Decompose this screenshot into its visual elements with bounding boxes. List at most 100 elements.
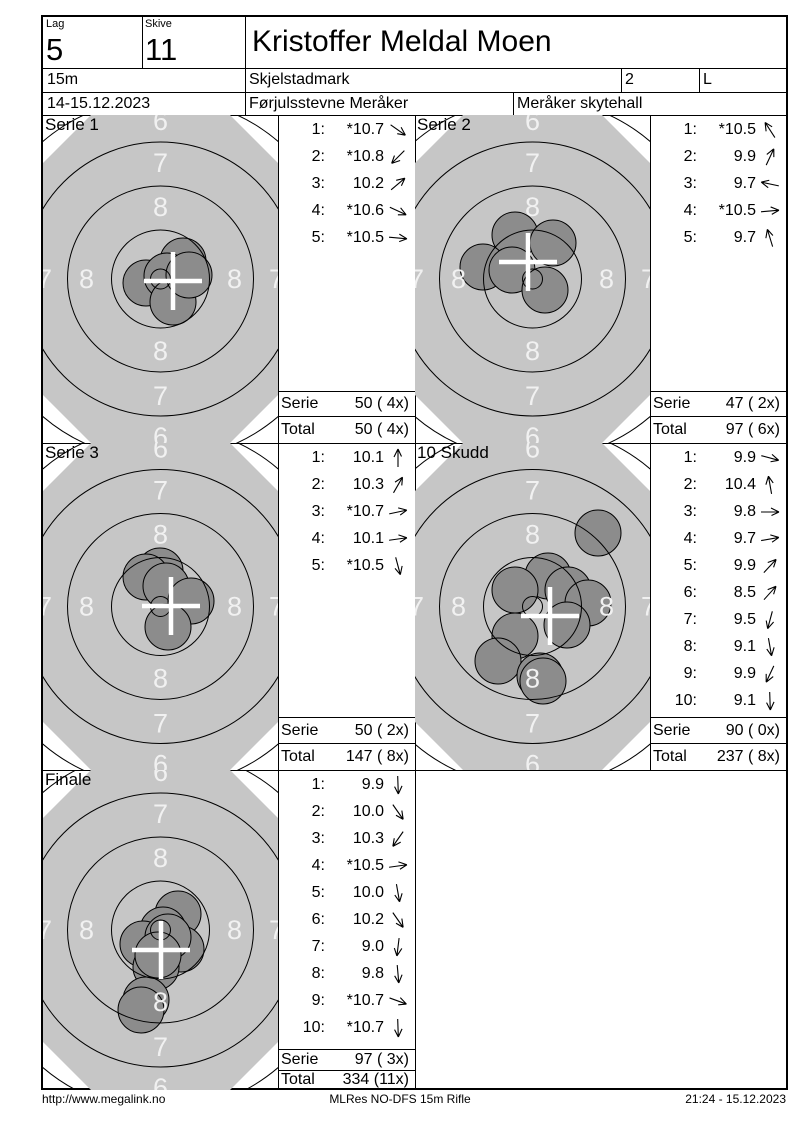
ring-number: 7 [525,148,540,178]
ring-number: 8 [153,192,168,222]
shot-number: 4: [311,857,325,874]
arrow-icon [390,177,406,191]
arrow-icon [392,912,404,928]
shot-value: 9.7 [733,175,756,192]
shot-number: 2: [311,148,325,165]
lag-value: 5 [46,32,64,67]
arrow-icon [393,448,402,467]
arrow-shape [394,1018,403,1038]
shot-value: 10.2 [352,175,384,192]
shot-row: 5: 10.0 [278,879,415,906]
shot-direction-arrow-icon [385,961,411,987]
target-ring [43,792,278,1068]
arrow-icon [392,831,404,847]
summary-divider-line [650,391,786,392]
shot-row: 1: 9.9 [278,771,415,798]
total-label: Total [653,748,687,765]
target-ring [415,141,650,417]
arrow-icon [389,507,408,516]
shot-row: 1: *10.5 [650,116,786,143]
venue-cell: Meråker skytehall [517,95,643,112]
arrow-shape [392,912,404,928]
serie-label: Serie [653,722,691,739]
summary-divider-line [278,717,415,718]
ring-number: 6 [153,750,168,771]
serie-score: 90 ( 0x) [725,722,780,739]
shot-number: 10: [302,1019,325,1036]
arrow-shape [390,124,406,136]
shot-value: *10.7 [346,121,384,138]
serie-total-row: Total 334 (11x) [278,1071,415,1088]
ring-number: 7 [153,1032,168,1062]
arrow-shape [389,507,408,516]
arrow-shape [765,229,774,247]
arrow-shape [392,804,404,820]
arrow-shape [760,179,779,189]
shot-number: 1: [683,449,697,466]
serie-total-row: Total 97 ( 6x) [650,417,786,443]
grid-line [43,92,786,93]
shot-number: 7: [683,611,697,628]
shot-value: 9.1 [733,692,756,709]
arrow-icon [765,475,774,494]
shot-value: 9.0 [361,938,384,955]
serie-total-row: Serie 90 ( 0x) [650,718,786,743]
shot-number: 1: [311,121,325,138]
summary-divider-line [278,1049,415,1050]
shot-row: 3: 9.7 [650,170,786,197]
shot-value: *10.6 [346,202,384,219]
shot-number: 3: [311,175,325,192]
shot-value: 10.2 [352,911,384,928]
shot-value: 10.1 [352,449,384,466]
shot-row: 3: *10.7 [278,498,415,525]
serie-label: Serie [281,395,319,412]
ring-number: 6 [525,443,540,464]
shot-number: 1: [683,121,697,138]
grid-line [513,92,514,115]
summary-divider-line [278,1070,415,1071]
shot-direction-arrow-icon [385,526,411,552]
ring-number: 8 [525,336,540,366]
shot-row: 6: 8.5 [650,579,786,606]
summary-divider-line [278,416,415,417]
total-label: Total [281,1071,315,1088]
shot-hole [491,566,539,614]
shot-row: 1: 9.9 [650,444,786,471]
arrow-icon [389,206,407,216]
summary-divider-line [278,743,415,744]
panel-title-finale: Finale [45,770,92,789]
skive-value: 11 [145,32,178,67]
shot-direction-arrow-icon [385,988,411,1014]
shot-number: 2: [311,803,325,820]
shot-direction-arrow-icon [385,772,411,798]
serie-label: Serie [281,722,319,739]
shot-number: 9: [683,665,697,682]
ring-number: 8 [525,664,540,694]
arrow-shape [391,150,405,164]
shot-number: 5: [683,557,697,574]
shot-value: *10.5 [718,202,756,219]
shot-value: 9.1 [733,638,756,655]
panel-title-serie-2: Serie 2 [417,115,471,134]
arrow-shape [389,534,408,543]
ring-number: 8 [79,592,94,622]
shot-row: 7: 9.5 [650,606,786,633]
serie-score: 50 ( 4x) [354,395,409,412]
skive-label: Skive [145,18,172,30]
shot-row: 9: *10.7 [278,987,415,1014]
arrow-shape [761,453,780,463]
arrow-icon [388,233,408,243]
summary-divider-line [650,717,786,718]
shot-direction-arrow-icon [385,553,411,579]
shot-direction-arrow-icon [757,688,783,714]
serie-total-row: Serie 50 ( 2x) [278,718,415,743]
summary-divider-line [650,743,786,744]
shot-value: 9.7 [733,229,756,246]
ring-number: 7 [43,592,52,622]
arrow-icon [765,148,775,166]
arrow-icon [763,585,777,601]
